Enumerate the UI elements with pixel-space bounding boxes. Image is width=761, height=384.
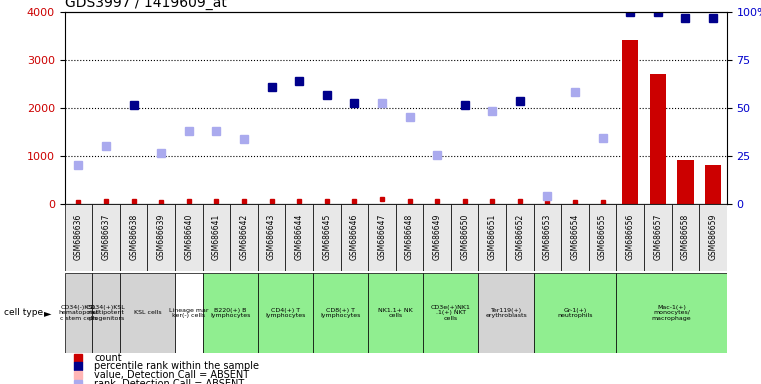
Text: GSM686659: GSM686659 xyxy=(708,214,718,260)
Text: GSM686643: GSM686643 xyxy=(267,214,276,260)
Bar xyxy=(148,204,175,271)
Text: GSM686647: GSM686647 xyxy=(377,214,387,260)
Bar xyxy=(479,273,533,353)
Bar xyxy=(313,273,368,353)
Text: GSM686637: GSM686637 xyxy=(101,214,110,260)
Text: CD34(-)KSL
hematopoiet
c stem cells: CD34(-)KSL hematopoiet c stem cells xyxy=(59,305,99,321)
Text: CD8(+) T
lymphocytes: CD8(+) T lymphocytes xyxy=(320,308,361,318)
Text: Mac-1(+)
monocytes/
macrophage: Mac-1(+) monocytes/ macrophage xyxy=(651,305,692,321)
Text: GSM686642: GSM686642 xyxy=(240,214,249,260)
Bar xyxy=(175,273,202,353)
Text: Lineage mar
ker(-) cells: Lineage mar ker(-) cells xyxy=(169,308,209,318)
Bar xyxy=(258,273,313,353)
Bar xyxy=(92,204,120,271)
Text: percentile rank within the sample: percentile rank within the sample xyxy=(94,361,260,371)
Text: cell type: cell type xyxy=(4,308,43,318)
Text: GSM686650: GSM686650 xyxy=(460,214,470,260)
Text: count: count xyxy=(94,353,122,363)
Bar xyxy=(479,204,506,271)
Bar xyxy=(616,204,644,271)
Bar xyxy=(506,204,533,271)
Bar xyxy=(451,204,479,271)
Bar xyxy=(616,273,727,353)
Text: GSM686645: GSM686645 xyxy=(322,214,331,260)
Bar xyxy=(313,204,340,271)
Text: GSM686646: GSM686646 xyxy=(350,214,359,260)
Bar xyxy=(671,204,699,271)
Bar xyxy=(202,273,258,353)
Bar xyxy=(202,204,230,271)
Text: Gr-1(+)
neutrophils: Gr-1(+) neutrophils xyxy=(557,308,593,318)
Bar xyxy=(175,204,202,271)
Text: GSM686658: GSM686658 xyxy=(681,214,690,260)
Bar xyxy=(589,204,616,271)
Bar xyxy=(230,204,258,271)
Bar xyxy=(533,273,616,353)
Bar xyxy=(368,204,396,271)
Text: GDS3997 / 1419609_at: GDS3997 / 1419609_at xyxy=(65,0,227,10)
Bar xyxy=(677,161,694,204)
Text: GSM686649: GSM686649 xyxy=(432,214,441,260)
Text: GSM686648: GSM686648 xyxy=(405,214,414,260)
Text: GSM686640: GSM686640 xyxy=(184,214,193,260)
Text: GSM686654: GSM686654 xyxy=(571,214,580,260)
Text: GSM686641: GSM686641 xyxy=(212,214,221,260)
Text: GSM686652: GSM686652 xyxy=(515,214,524,260)
Text: GSM686638: GSM686638 xyxy=(129,214,139,260)
Text: GSM686651: GSM686651 xyxy=(488,214,497,260)
Text: CD4(+) T
lymphocytes: CD4(+) T lymphocytes xyxy=(265,308,306,318)
Bar xyxy=(622,40,638,204)
Bar xyxy=(120,273,175,353)
Text: GSM686655: GSM686655 xyxy=(598,214,607,260)
Bar xyxy=(258,204,285,271)
Bar xyxy=(533,204,561,271)
Bar xyxy=(368,273,423,353)
Bar xyxy=(65,273,92,353)
Text: rank, Detection Call = ABSENT: rank, Detection Call = ABSENT xyxy=(94,379,245,384)
Bar xyxy=(649,74,666,204)
Bar xyxy=(699,204,727,271)
Bar xyxy=(396,204,423,271)
Bar xyxy=(705,165,721,204)
Bar xyxy=(423,273,479,353)
Bar xyxy=(65,204,92,271)
Text: CD3e(+)NK1
.1(+) NKT
cells: CD3e(+)NK1 .1(+) NKT cells xyxy=(431,305,471,321)
Bar xyxy=(644,204,671,271)
Text: GSM686657: GSM686657 xyxy=(653,214,662,260)
Bar xyxy=(285,204,313,271)
Bar xyxy=(561,204,589,271)
Text: B220(+) B
lymphocytes: B220(+) B lymphocytes xyxy=(210,308,250,318)
Text: GSM686639: GSM686639 xyxy=(157,214,166,260)
Text: GSM686644: GSM686644 xyxy=(295,214,304,260)
Text: GSM686653: GSM686653 xyxy=(543,214,552,260)
Bar xyxy=(92,273,120,353)
Text: KSL cells: KSL cells xyxy=(134,310,161,316)
Text: Ter119(+)
erythroblasts: Ter119(+) erythroblasts xyxy=(486,308,527,318)
Text: NK1.1+ NK
cells: NK1.1+ NK cells xyxy=(378,308,413,318)
Text: value, Detection Call = ABSENT: value, Detection Call = ABSENT xyxy=(94,370,250,380)
Text: GSM686656: GSM686656 xyxy=(626,214,635,260)
Text: CD34(+)KSL
multipotent
progenitors: CD34(+)KSL multipotent progenitors xyxy=(87,305,126,321)
Bar xyxy=(120,204,148,271)
Bar xyxy=(423,204,451,271)
Text: GSM686636: GSM686636 xyxy=(74,214,83,260)
Text: ►: ► xyxy=(44,308,52,318)
Bar xyxy=(341,204,368,271)
